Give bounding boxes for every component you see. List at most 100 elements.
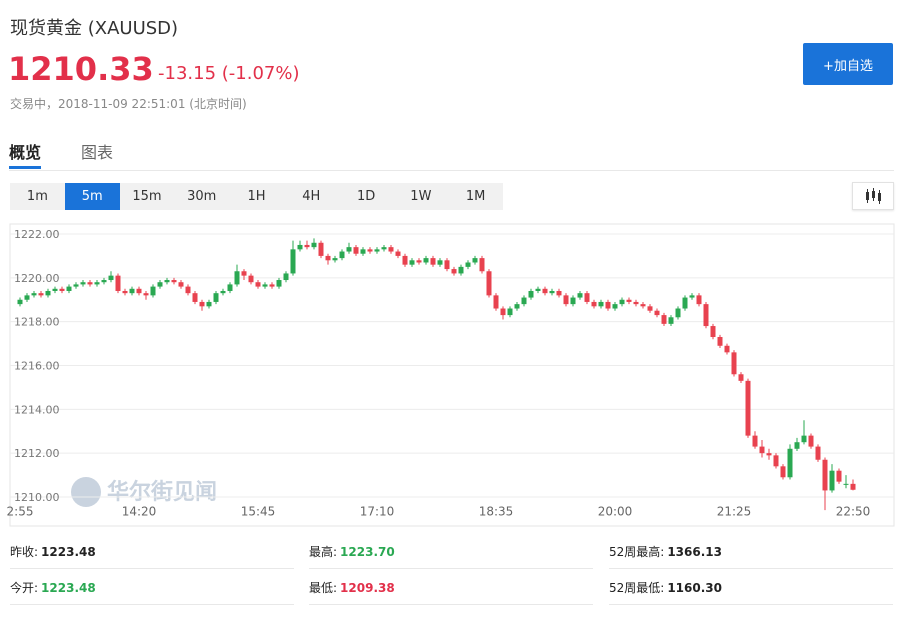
watermark-logo — [71, 477, 101, 507]
candle-body — [150, 286, 156, 296]
candle-body — [472, 258, 478, 263]
candle-body — [451, 269, 457, 274]
candle-body — [479, 258, 485, 272]
candle-body — [206, 301, 212, 307]
candle-body — [101, 280, 107, 283]
stat-value: 1366.13 — [667, 545, 722, 559]
candle-body — [143, 293, 149, 296]
candle-body — [87, 282, 93, 285]
candle-body — [283, 273, 289, 281]
x-tick-label: 2:55 — [7, 505, 34, 519]
stat-separator — [10, 604, 294, 605]
candle-body — [318, 242, 324, 256]
stat-item: 今开: 1223.48 — [10, 579, 96, 596]
candle-body — [255, 282, 261, 287]
candle-body — [598, 301, 604, 307]
stat-separator — [309, 604, 593, 605]
period-button[interactable]: 1W — [410, 189, 432, 204]
candle-body — [647, 306, 653, 311]
candle-body — [535, 288, 541, 291]
candle-body — [444, 260, 450, 270]
candle-body — [136, 288, 142, 294]
stat-separator — [10, 568, 294, 569]
candle-body — [416, 260, 422, 263]
candle-body — [591, 301, 597, 307]
candle-body — [640, 304, 646, 307]
y-tick-label: 1220.00 — [14, 272, 60, 285]
y-tick-label: 1216.00 — [14, 360, 60, 373]
candle-body — [360, 249, 366, 254]
candle-body — [388, 247, 394, 252]
period-button[interactable]: 1H — [247, 189, 266, 204]
candle-body — [745, 380, 751, 436]
candle-body — [129, 288, 135, 294]
candle-body — [556, 290, 562, 296]
candle-body — [24, 295, 30, 300]
candle-body — [157, 282, 163, 287]
stat-label: 昨收: — [10, 545, 39, 559]
candle-body — [458, 266, 464, 274]
period-button[interactable]: 30m — [187, 189, 217, 204]
candle-body — [297, 244, 303, 250]
stat-label: 最高: — [309, 545, 338, 559]
candle-body — [514, 304, 520, 309]
candle-body — [465, 262, 471, 267]
candle-body — [437, 260, 443, 265]
candle-body — [367, 249, 373, 252]
candle-body — [220, 290, 226, 294]
candle-body — [570, 297, 576, 305]
candle-body — [73, 284, 79, 287]
x-tick-label: 15:45 — [241, 505, 276, 519]
candle-body — [52, 288, 58, 291]
candle-body — [402, 255, 408, 265]
candle-body — [528, 290, 534, 298]
add-button[interactable]: +加自选 — [803, 43, 893, 85]
candle-body — [409, 260, 415, 265]
stat-item: 昨收: 1223.48 — [10, 543, 96, 560]
candle-body — [773, 455, 779, 467]
candle-body — [122, 290, 128, 294]
candle-body — [381, 247, 387, 250]
candle-body — [234, 271, 240, 285]
candle-body — [227, 284, 233, 291]
candle-body — [38, 293, 44, 296]
candle-body — [633, 301, 639, 305]
stat-label: 52周最高: — [609, 545, 665, 559]
candle-body — [759, 446, 765, 454]
candle-body — [675, 308, 681, 318]
candle-body — [787, 448, 793, 478]
candle-body — [339, 251, 345, 259]
candle-body — [171, 280, 177, 283]
divider — [9, 170, 894, 171]
candle-body — [738, 374, 744, 381]
candle-body — [801, 435, 807, 443]
x-tick-label: 20:00 — [598, 505, 633, 519]
watermark: 华尔街见闻 — [107, 479, 217, 505]
period-button[interactable]: 4H — [302, 189, 321, 204]
candle-body — [752, 435, 758, 447]
candle-body — [619, 299, 625, 305]
tab[interactable]: 概览 — [9, 143, 42, 162]
stat-label: 最低: — [309, 581, 338, 595]
period-button[interactable]: 1m — [26, 189, 48, 204]
candle-body — [241, 271, 247, 276]
candle-body — [829, 470, 835, 491]
period-button[interactable]: 1D — [356, 189, 376, 204]
tab[interactable]: 图表 — [81, 143, 114, 162]
candle-body — [815, 446, 821, 460]
stat-separator — [609, 568, 893, 569]
y-tick-label: 1212.00 — [14, 447, 60, 460]
candle-body — [80, 282, 86, 285]
candle-body — [850, 483, 856, 490]
stat-value: 1223.48 — [41, 545, 96, 559]
candle-body — [486, 271, 492, 296]
y-tick-label: 1210.00 — [14, 491, 60, 504]
period-button[interactable]: 1M — [465, 189, 486, 204]
period-button[interactable]: 5m — [64, 183, 120, 210]
stat-item: 最高: 1223.70 — [309, 543, 395, 560]
period-button[interactable]: 15m — [132, 189, 162, 204]
chart-type-button[interactable] — [852, 182, 894, 210]
x-tick-label: 14:20 — [122, 505, 157, 519]
candle-body — [710, 326, 716, 338]
